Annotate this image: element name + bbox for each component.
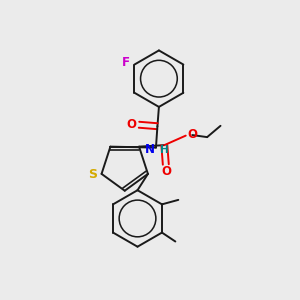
Text: F: F — [122, 56, 130, 69]
Text: H: H — [160, 145, 169, 155]
Text: O: O — [127, 118, 136, 130]
Text: S: S — [88, 168, 97, 181]
Text: O: O — [161, 164, 171, 178]
Text: O: O — [187, 128, 197, 141]
Text: N: N — [144, 143, 154, 156]
